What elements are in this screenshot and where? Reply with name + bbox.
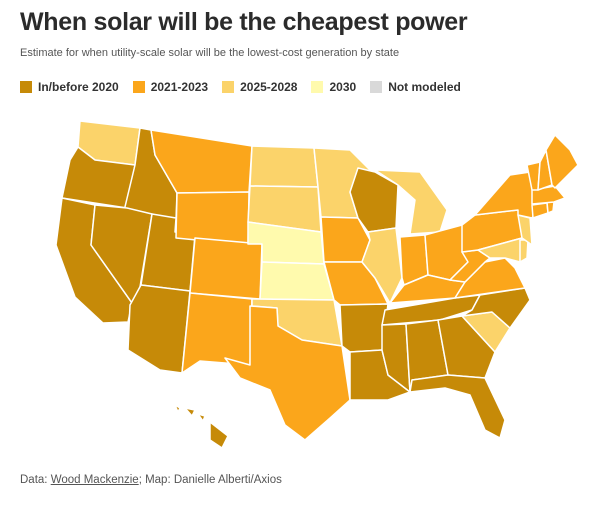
state-ri[interactable] (546, 201, 555, 214)
state-co[interactable] (189, 237, 263, 300)
state-tx[interactable] (224, 305, 351, 441)
state-nm[interactable] (181, 292, 253, 374)
state-me[interactable] (545, 134, 579, 189)
state-nd[interactable] (249, 145, 319, 188)
legend-label: 2025-2028 (240, 80, 298, 94)
legend-item-2021-2023: 2021-2023 (132, 80, 209, 94)
footer-credit: Data: Wood Mackenzie; Map: Danielle Albe… (20, 474, 282, 486)
legend-label: 2021-2023 (150, 80, 209, 94)
state-il[interactable] (361, 227, 403, 304)
state-ct[interactable] (531, 202, 549, 219)
legend-swatch (370, 81, 383, 93)
state-md[interactable] (477, 237, 523, 263)
legend-label: 2030 (329, 80, 357, 94)
legend-swatch (311, 81, 324, 93)
legend-item-2030: 2030 (311, 80, 356, 94)
state-wy[interactable] (175, 191, 250, 246)
legend-label: Not modeled (388, 80, 461, 94)
state-ks[interactable] (259, 261, 335, 301)
legend-item-2020: In/before 2020 (20, 80, 119, 94)
state-hi[interactable] (174, 404, 229, 449)
legend-item-not-modeled: Not modeled (370, 80, 461, 94)
legend-item-2025-2028: 2025-2028 (222, 80, 297, 94)
state-ma[interactable] (531, 185, 566, 205)
state-mi[interactable] (374, 169, 448, 235)
state-ar[interactable] (339, 303, 389, 353)
us-state-map (55, 120, 579, 449)
footer-prefix: Data: (20, 474, 51, 486)
state-ga[interactable] (437, 315, 496, 379)
legend-label: In/before 2020 (38, 80, 119, 94)
legend-swatch (132, 81, 145, 93)
chart-title: When solar will be the cheapest power (20, 8, 468, 36)
legend-swatch (222, 81, 235, 93)
chart-subtitle: Estimate for when utility-scale solar wi… (20, 47, 400, 59)
legend-swatch (20, 81, 32, 93)
source-link[interactable]: Wood Mackenzie (50, 474, 139, 486)
state-az[interactable] (127, 284, 191, 374)
state-ms[interactable] (381, 323, 411, 393)
footer-suffix: ; Map: Danielle Alberti/Axios (138, 474, 282, 486)
state-fl[interactable] (409, 374, 506, 439)
legend: In/before 2020 2021-2023 2025-2028 2030 … (20, 80, 461, 94)
state-de[interactable] (519, 239, 529, 263)
